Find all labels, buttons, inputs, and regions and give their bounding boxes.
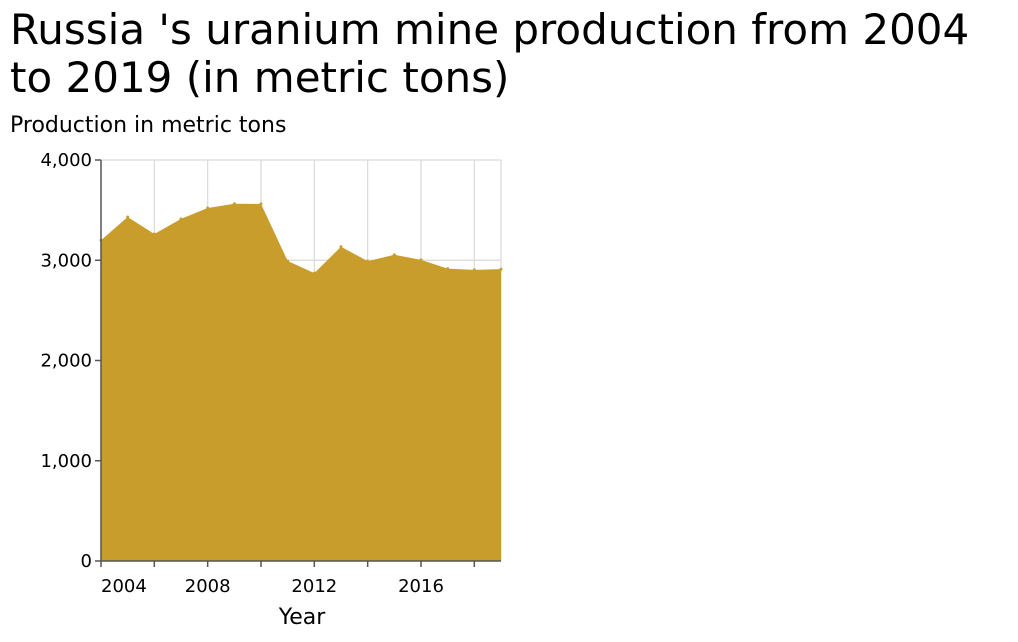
- x-tick-label-2008: 2008: [185, 576, 231, 597]
- data-point-2008: [206, 206, 210, 210]
- data-point-2015: [392, 253, 396, 257]
- y-tick-label-1000: 1,000: [40, 451, 92, 472]
- data-point-2012: [312, 271, 316, 275]
- y-tick-label-4000: 4,000: [40, 150, 92, 171]
- data-point-2018: [472, 268, 476, 272]
- y-tick-label-0: 0: [81, 551, 92, 572]
- tick-labels: 0 1,000 2,000 3,000 4,000 2004 2008 2012 2016: [40, 150, 443, 597]
- data-point-2007: [179, 217, 183, 221]
- x-tick-label-2016: 2016: [398, 576, 444, 597]
- data-point-2013: [339, 245, 343, 249]
- data-point-2016: [419, 258, 423, 262]
- x-tick-label-2004: 2004: [101, 576, 147, 597]
- data-point-2014: [366, 259, 370, 263]
- plot-area: [99, 202, 503, 562]
- data-point-2017: [446, 267, 450, 271]
- y-axis-label: Production in metric tons: [10, 113, 286, 138]
- data-point-2006: [152, 232, 156, 236]
- data-point-2019: [499, 267, 503, 271]
- axes: [95, 159, 501, 567]
- y-tick-label-2000: 2,000: [40, 351, 92, 372]
- x-axis-label: Year: [278, 605, 327, 630]
- data-point-2005: [126, 215, 130, 219]
- y-tick-label-3000: 3,000: [40, 250, 92, 271]
- data-point-2011: [286, 259, 290, 263]
- chart-title: Russia 's uranium mine production from 2…: [10, 5, 970, 102]
- series-area: [101, 203, 501, 562]
- x-tick-label-2012: 2012: [291, 576, 337, 597]
- data-point-2009: [232, 202, 236, 206]
- data-point-2010: [259, 202, 263, 206]
